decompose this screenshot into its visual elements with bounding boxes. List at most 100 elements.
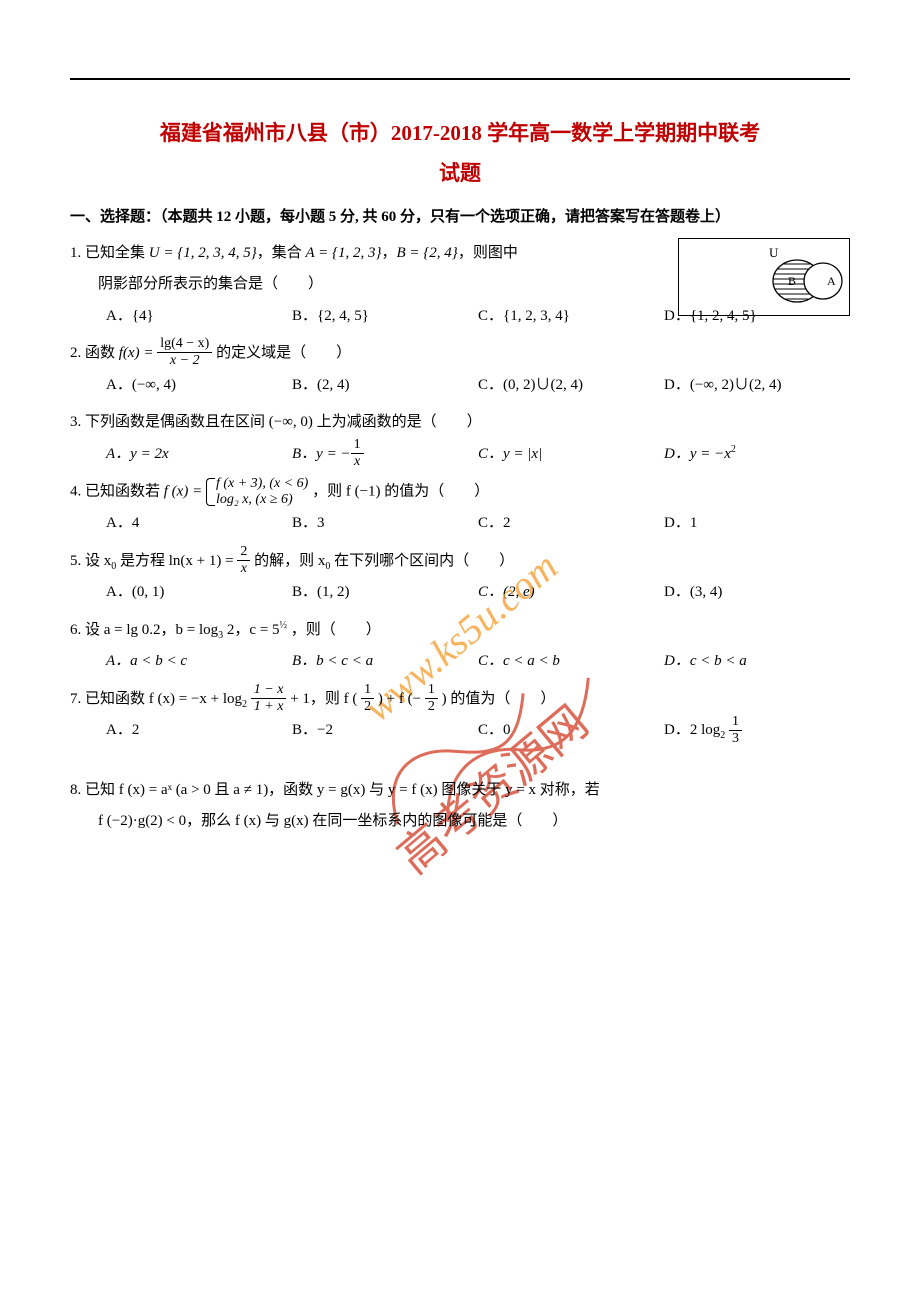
q5-den: x xyxy=(237,561,250,576)
q3-optB-frac: 1x xyxy=(351,438,364,469)
exam-title: 福建省福州市八县（市）2017-2018 学年高一数学上学期期中联考 试题 xyxy=(70,114,850,194)
q2-den: x − 2 xyxy=(157,353,212,368)
q2-num: lg(4 − x) xyxy=(157,337,212,353)
q4-optA: A．4 xyxy=(106,508,292,540)
q7-stem-b: + 1，则 f ( xyxy=(290,691,357,707)
q2-optC: C．(0, 2)∪(2, 4) xyxy=(478,370,664,402)
q6-stem-a: 6. 设 a = lg 0.2，b = log xyxy=(70,622,218,638)
q5-sub0b: 0 xyxy=(325,561,330,572)
q5-stem-a: 5. 设 x xyxy=(70,553,111,569)
q1-stem-c: ， xyxy=(382,245,397,261)
q7-optD-den: 3 xyxy=(729,731,742,746)
q5-optB: B．(1, 2) xyxy=(292,577,478,609)
question-7: 7. 已知函数 f (x) = −x + log2 1 − x1 + x + 1… xyxy=(70,684,850,716)
q4-stem-a: 4. 已知函数若 xyxy=(70,484,164,500)
q4-optD: D．1 xyxy=(664,508,850,540)
q7-half2-den: 2 xyxy=(425,699,438,714)
q4-optB: B．3 xyxy=(292,508,478,540)
q5-stem-d: 在下列哪个区间内（ ） xyxy=(334,553,514,569)
q7-optD-pre: D．2 log xyxy=(664,722,720,738)
q7-stem-a: 7. 已知函数 f (x) = −x + log xyxy=(70,691,242,707)
q3-optB-num: 1 xyxy=(351,438,364,454)
q3-optC: C．y = |x| xyxy=(478,439,664,471)
q5-optA: A．(0, 1) xyxy=(106,577,292,609)
q3-optD: D．y = −x2 xyxy=(664,439,850,471)
q1-B: B = {2, 4} xyxy=(397,245,458,261)
q5-stem-b: 是方程 ln(x + 1) = xyxy=(120,553,237,569)
venn-A-label: A xyxy=(827,274,836,288)
q6-optB: B．b < c < a xyxy=(292,646,478,678)
q7-options: A．2 B．−2 C．0 D．2 log2 13 xyxy=(70,715,850,747)
q7-half2: 12 xyxy=(425,683,438,714)
question-2: 2. 函数 f(x) = lg(4 − x) x − 2 的定义域是（ ） xyxy=(70,338,850,370)
q6-sub3: 3 xyxy=(218,630,223,641)
q5-frac: 2x xyxy=(237,545,250,576)
q2-stem-a: 2. 函数 xyxy=(70,345,119,361)
page: www.ks5u.com 高考资源网 福建省福州市八县（市）2017-2018 … xyxy=(0,0,920,1302)
q6-stem-c: ，则（ ） xyxy=(291,622,381,638)
q8-line2: f (−2)·g(2) < 0，那么 f (x) 与 g(x) 在同一坐标系内的… xyxy=(70,806,850,838)
q5-sub0a: 0 xyxy=(111,561,116,572)
q3-optB-pre: B．y = − xyxy=(292,446,351,462)
q2-optD: D．(−∞, 2)∪(2, 4) xyxy=(664,370,850,402)
q5-num: 2 xyxy=(237,545,250,561)
q7-half1-den: 2 xyxy=(361,699,374,714)
q3-optD-sup: 2 xyxy=(731,444,736,455)
q4-fx: f (x) = xyxy=(164,484,202,500)
venn-diagram: U xyxy=(678,238,850,316)
q5-stem-c: 的解，则 x xyxy=(254,553,325,569)
q1-A: A = {1, 2, 3} xyxy=(305,245,381,261)
q8-line1: 8. 已知 f (x) = aˣ (a > 0 且 a ≠ 1)，函数 y = … xyxy=(70,775,850,807)
q2-optB: B．(2, 4) xyxy=(292,370,478,402)
question-4: 4. 已知函数若 f (x) = f (x + 3), (x < 6) log₂… xyxy=(70,476,850,508)
q7-sub2: 2 xyxy=(242,699,247,710)
q7-optD-num: 1 xyxy=(729,715,742,731)
q6-options: A．a < b < c B．b < c < a C．c < a < b D．c … xyxy=(70,646,850,678)
question-6: 6. 设 a = lg 0.2，b = log3 2，c = 5½ ，则（ ） xyxy=(70,615,850,647)
q2-stem-b: 的定义域是（ ） xyxy=(216,345,351,361)
q4-stem-b: ，则 f (−1) 的值为（ ） xyxy=(312,484,489,500)
q1-optB: B．{2, 4, 5} xyxy=(292,301,478,333)
q3-optA: A．y = 2x xyxy=(106,439,292,471)
q1-stem-d: ，则图中 xyxy=(458,245,518,261)
title-line-1: 福建省福州市八县（市）2017-2018 学年高一数学上学期期中联考 xyxy=(70,114,850,154)
q1-stem-a: 1. 已知全集 xyxy=(70,245,149,261)
q7-optD: D．2 log2 13 xyxy=(664,715,850,747)
q6-sup: ½ xyxy=(280,620,288,631)
q4-cases: f (x + 3), (x < 6) log₂ x, (x ≥ 6) xyxy=(206,476,308,508)
section-1-head: 一、选择题：（本题共 12 小题，每小题 5 分, 共 60 分，只有一个选项正… xyxy=(70,202,850,232)
q7-stem-c: ) + f (− xyxy=(378,691,421,707)
q4-optC: C．2 xyxy=(478,508,664,540)
q4-options: A．4 B．3 C．2 D．1 xyxy=(70,508,850,540)
q6-optD: D．c < b < a xyxy=(664,646,850,678)
q6-optC: C．c < a < b xyxy=(478,646,664,678)
q2-frac: lg(4 − x) x − 2 xyxy=(157,337,212,368)
q6-stem-b: 2，c = 5 xyxy=(227,622,280,638)
q5-optD: D．(3, 4) xyxy=(664,577,850,609)
q6-optA: A．a < b < c xyxy=(106,646,292,678)
q7-frac: 1 − x1 + x xyxy=(251,683,287,714)
q7-optA: A．2 xyxy=(106,715,292,747)
q7-half2-num: 1 xyxy=(425,683,438,699)
q7-optD-frac: 13 xyxy=(729,715,742,746)
q1-optC: C．{1, 2, 3, 4} xyxy=(478,301,664,333)
q7-stem-d: ) 的值为（ ） xyxy=(442,691,556,707)
q3-optD-pre: D．y = −x xyxy=(664,446,731,462)
q2-fx: f(x) = xyxy=(119,345,154,361)
q2-optA: A．(−∞, 4) xyxy=(106,370,292,402)
q7-den: 1 + x xyxy=(251,699,287,714)
q1-stem-b: ，集合 xyxy=(257,245,306,261)
q5-options: A．(0, 1) B．(1, 2) C．(2, e) D．(3, 4) xyxy=(70,577,850,609)
q1-optA: A．{4} xyxy=(106,301,292,333)
question-3: 3. 下列函数是偶函数且在区间 (−∞, 0) 上为减函数的是（ ） xyxy=(70,407,850,439)
top-rule xyxy=(70,78,850,80)
q7-num: 1 − x xyxy=(251,683,287,699)
question-8: 8. 已知 f (x) = aˣ (a > 0 且 a ≠ 1)，函数 y = … xyxy=(70,775,850,838)
q7-half1-num: 1 xyxy=(361,683,374,699)
q4-case1: f (x + 3), (x < 6) xyxy=(216,476,308,492)
q1-U: U = {1, 2, 3, 4, 5} xyxy=(149,245,257,261)
venn-B-label: B xyxy=(788,274,796,288)
q3-optB: B．y = −1x xyxy=(292,439,478,471)
q3-options: A．y = 2x B．y = −1x C．y = |x| D．y = −x2 xyxy=(70,439,850,471)
q4-case2: log₂ x, (x ≥ 6) xyxy=(216,492,308,508)
